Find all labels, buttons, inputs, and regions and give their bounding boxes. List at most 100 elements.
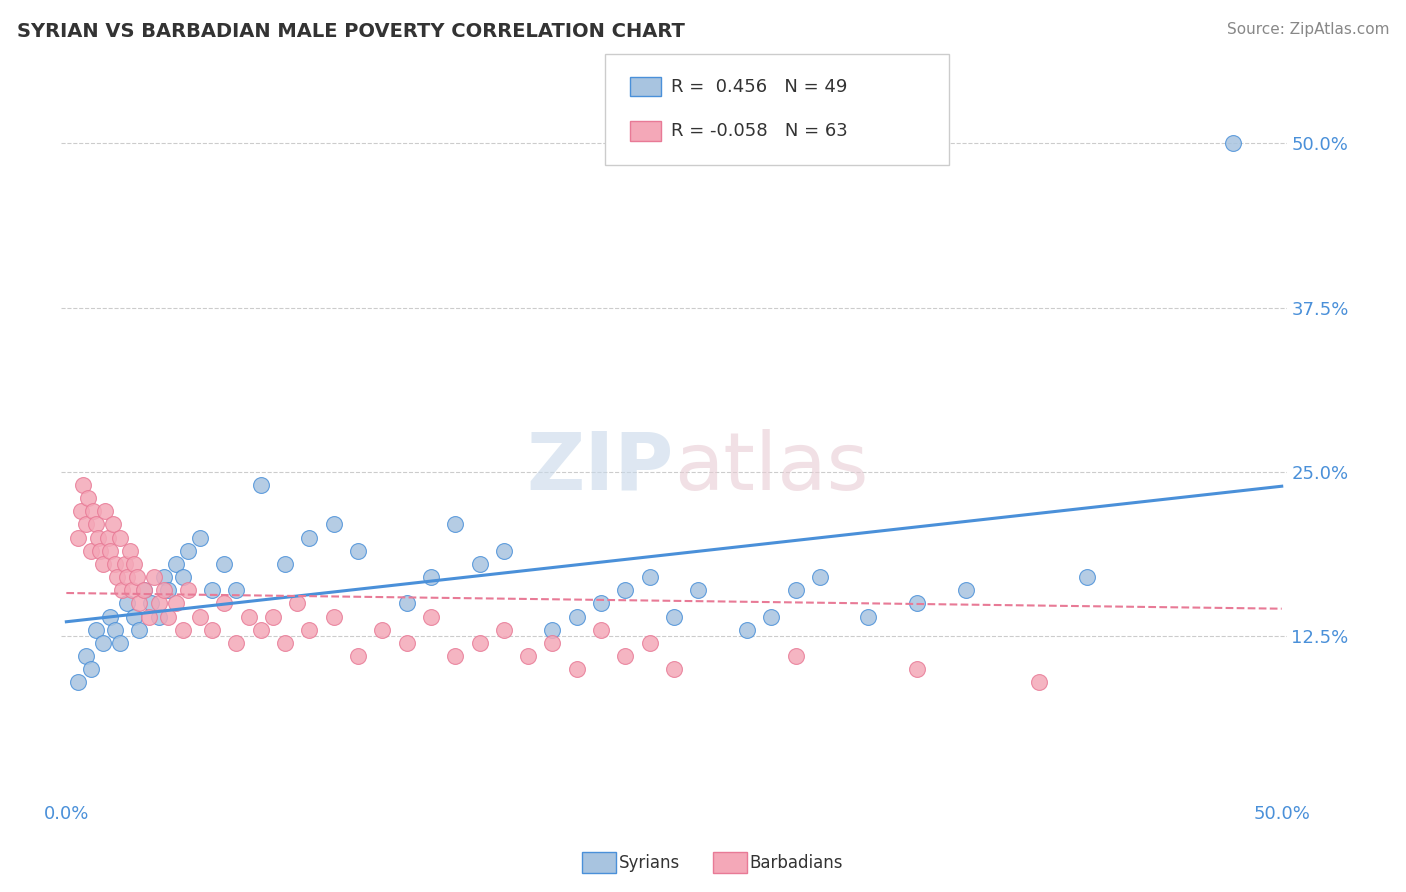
Text: Barbadians: Barbadians <box>749 854 844 871</box>
Point <box>955 583 977 598</box>
Point <box>262 609 284 624</box>
Point <box>138 609 160 624</box>
Point <box>188 609 211 624</box>
Point <box>134 583 156 598</box>
Point <box>148 609 170 624</box>
Point <box>347 648 370 663</box>
Point <box>638 636 661 650</box>
Point <box>98 543 121 558</box>
Point <box>104 623 127 637</box>
Point <box>395 596 418 610</box>
Point <box>70 504 93 518</box>
Point <box>614 648 637 663</box>
Point <box>274 636 297 650</box>
Text: Source: ZipAtlas.com: Source: ZipAtlas.com <box>1226 22 1389 37</box>
Point <box>785 583 807 598</box>
Point <box>565 662 588 676</box>
Text: Syrians: Syrians <box>619 854 681 871</box>
Point <box>591 623 613 637</box>
Point <box>614 583 637 598</box>
Point <box>91 557 114 571</box>
Point <box>420 570 443 584</box>
Point <box>298 623 321 637</box>
Point <box>97 531 120 545</box>
Text: R =  0.456   N = 49: R = 0.456 N = 49 <box>671 78 846 95</box>
Point <box>905 596 928 610</box>
Point <box>214 557 236 571</box>
Point <box>152 570 174 584</box>
Point <box>468 557 491 571</box>
Point <box>89 543 111 558</box>
Point <box>905 662 928 676</box>
Point <box>94 504 117 518</box>
Point <box>124 609 146 624</box>
Point <box>249 623 271 637</box>
Point <box>157 583 180 598</box>
Point <box>87 531 110 545</box>
Point <box>124 557 146 571</box>
Point <box>761 609 783 624</box>
Point <box>395 636 418 650</box>
Point <box>188 531 211 545</box>
Point <box>128 596 150 610</box>
Point <box>201 623 224 637</box>
Point <box>75 517 97 532</box>
Point <box>79 543 101 558</box>
Point <box>492 623 515 637</box>
Point <box>152 583 174 598</box>
Point <box>75 648 97 663</box>
Point <box>444 648 467 663</box>
Point <box>492 543 515 558</box>
Point <box>591 596 613 610</box>
Point <box>808 570 831 584</box>
Point <box>125 570 148 584</box>
Point <box>249 478 271 492</box>
Point <box>165 596 187 610</box>
Point <box>98 609 121 624</box>
Point <box>688 583 710 598</box>
Point <box>541 623 564 637</box>
Point <box>165 557 187 571</box>
Point <box>468 636 491 650</box>
Text: R = -0.058   N = 63: R = -0.058 N = 63 <box>671 122 848 140</box>
Point <box>565 609 588 624</box>
Point <box>214 596 236 610</box>
Point <box>142 570 165 584</box>
Point <box>371 623 394 637</box>
Point <box>1076 570 1098 584</box>
Point <box>115 570 138 584</box>
Point <box>662 662 685 676</box>
Point <box>111 583 134 598</box>
Point <box>118 543 141 558</box>
Point <box>128 623 150 637</box>
Point <box>157 609 180 624</box>
Text: atlas: atlas <box>673 429 869 507</box>
Point <box>121 583 143 598</box>
Point <box>274 557 297 571</box>
Point <box>84 517 107 532</box>
Point <box>177 543 200 558</box>
Point <box>298 531 321 545</box>
Point <box>148 596 170 610</box>
Text: ZIP: ZIP <box>527 429 673 507</box>
Point <box>108 531 131 545</box>
Point <box>134 583 156 598</box>
Point <box>322 609 344 624</box>
Point <box>638 570 661 584</box>
Point <box>91 636 114 650</box>
Point <box>1222 136 1244 151</box>
Point <box>225 636 247 650</box>
Point <box>285 596 308 610</box>
Point <box>517 648 540 663</box>
Point <box>444 517 467 532</box>
Point <box>735 623 758 637</box>
Point <box>77 491 100 506</box>
Point <box>105 570 128 584</box>
Point <box>141 596 163 610</box>
Point <box>172 623 194 637</box>
Point <box>858 609 880 624</box>
Point <box>177 583 200 598</box>
Point <box>322 517 344 532</box>
Text: SYRIAN VS BARBADIAN MALE POVERTY CORRELATION CHART: SYRIAN VS BARBADIAN MALE POVERTY CORRELA… <box>17 22 685 41</box>
Point <box>1028 675 1050 690</box>
